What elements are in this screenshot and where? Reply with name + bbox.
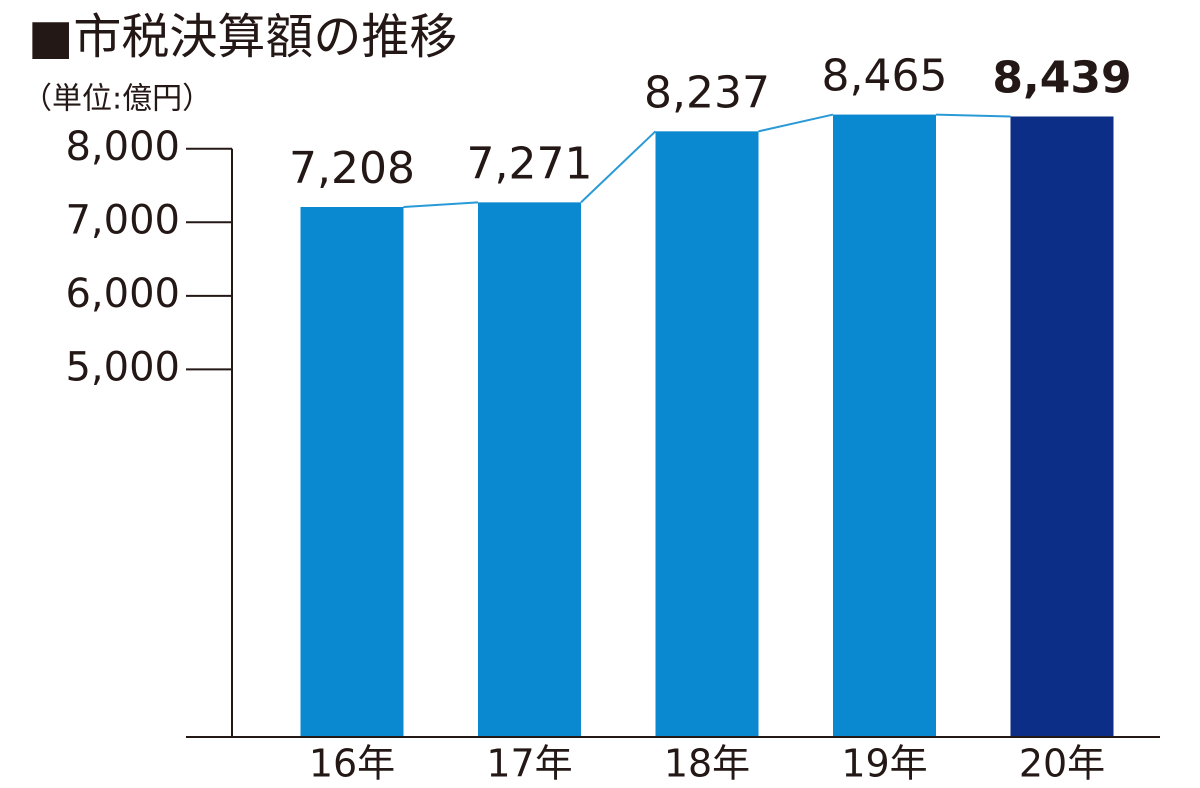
trend-line [758,113,834,133]
y-tick-label: 7,000 [65,197,180,243]
bar [1010,116,1114,737]
x-tick-label: 16年 [309,742,395,786]
x-tick-label: 19年 [841,742,927,786]
value-label: 8,237 [644,67,770,118]
trend-line [935,113,1011,118]
trend-line [580,130,657,204]
chart-subtitle: （単位:億円） [22,82,212,117]
bar [478,202,581,737]
y-tick-label: 5,000 [65,344,180,390]
y-tick-label: 8,000 [65,124,180,170]
x-tick-label: 20年 [1019,742,1105,786]
value-label: 7,208 [289,143,415,194]
x-tick-label: 18年 [664,742,750,786]
trend-line [403,201,479,208]
bar [655,131,759,737]
y-tick-label: 6,000 [65,271,180,317]
value-label: 7,271 [467,138,593,189]
bar [833,114,936,737]
value-label: 8,465 [822,51,948,102]
bar [300,207,404,737]
x-tick-label: 17年 [486,742,572,786]
value-label: 8,439 [992,52,1131,103]
chart-title: ■市税決算額の推移 [28,9,457,65]
